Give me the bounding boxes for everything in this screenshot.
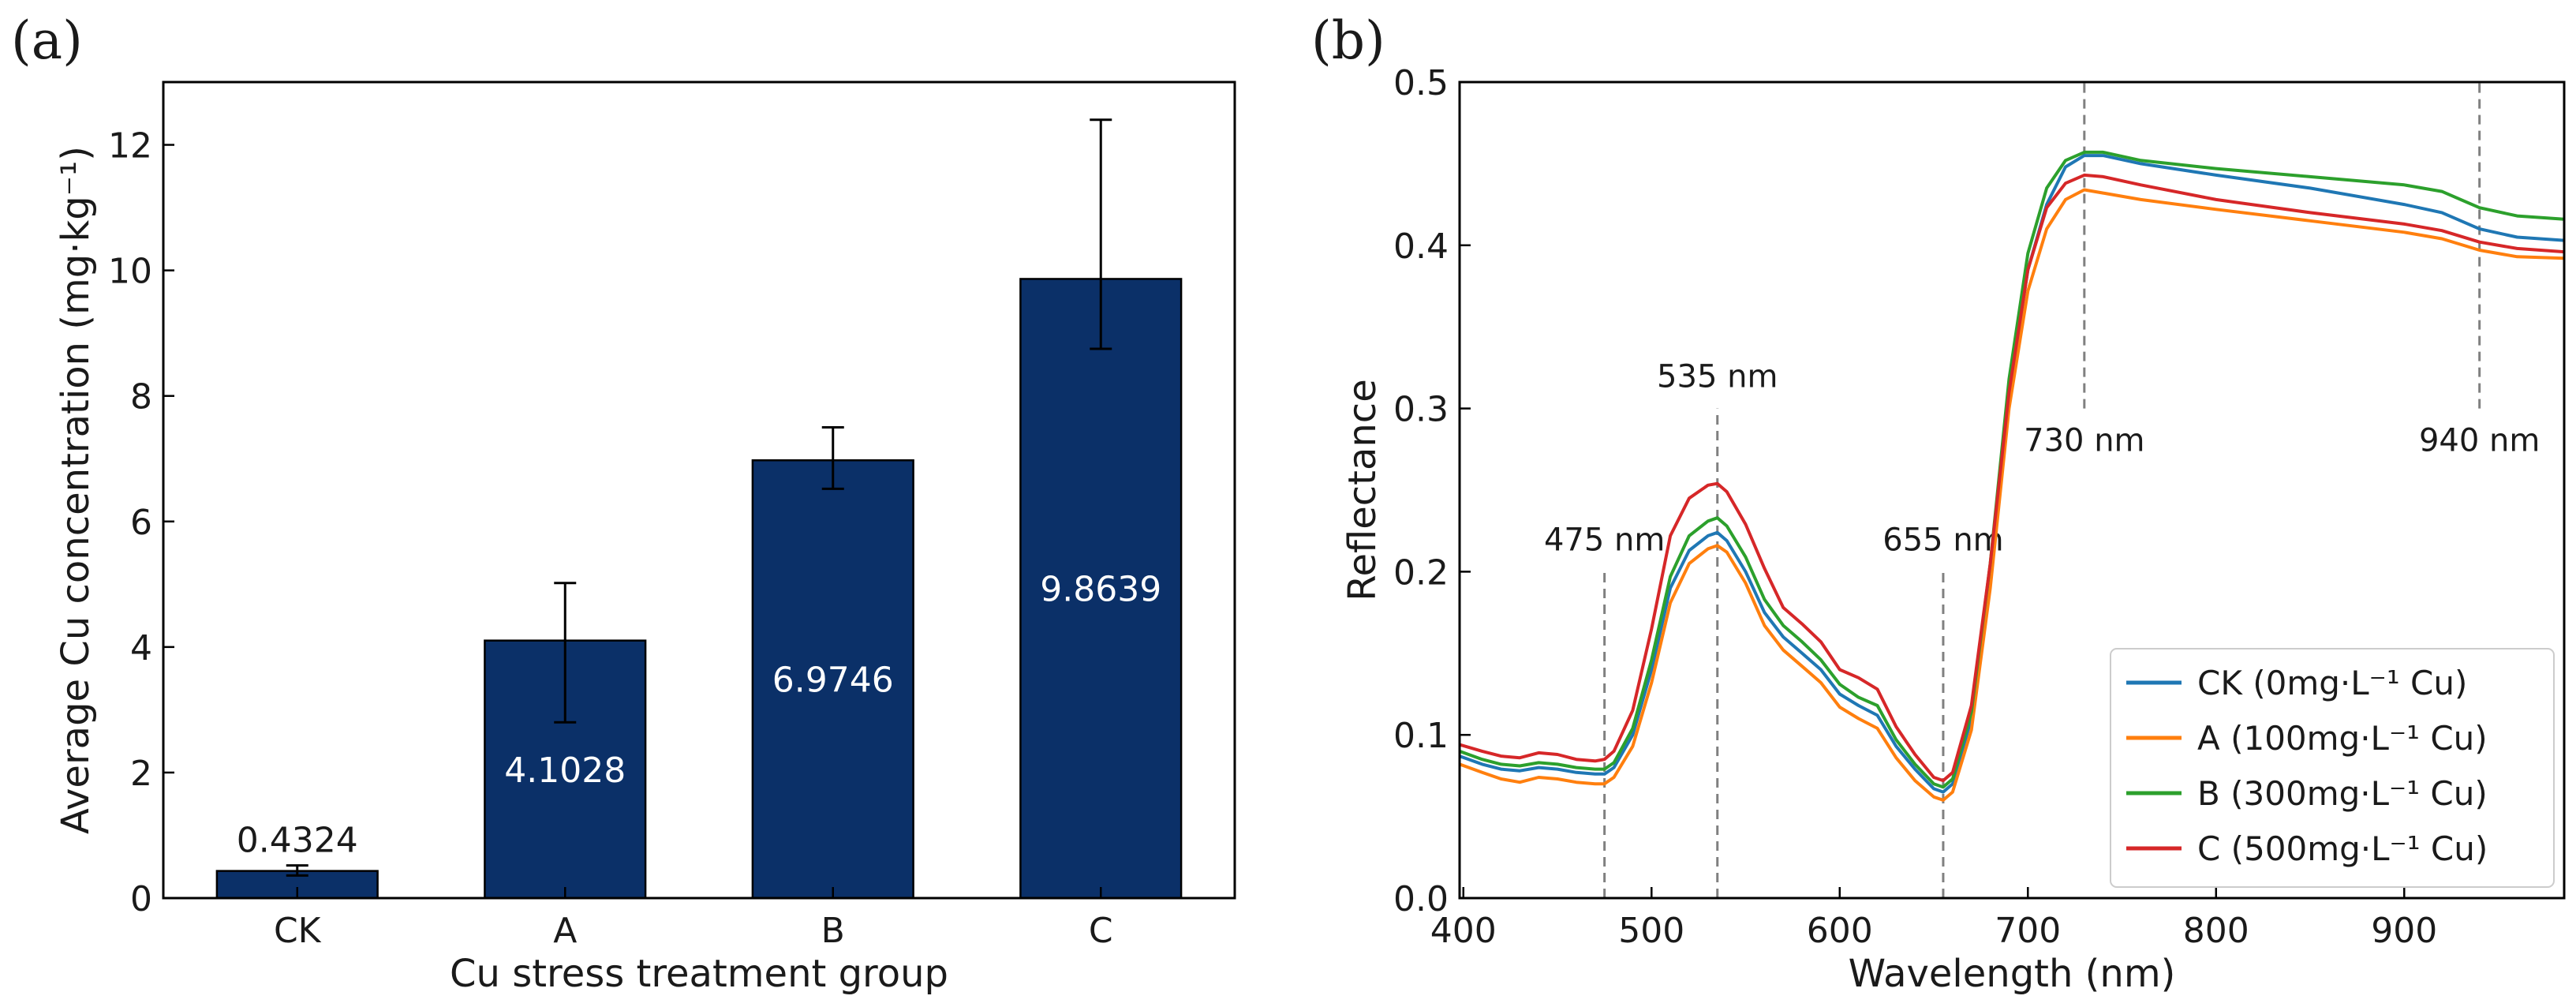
- reference-label-655: 655 nm: [1882, 522, 2003, 559]
- reference-label-730: 730 nm: [2024, 422, 2144, 459]
- panel-a-y-axis-label: Average Cu concentration (mg·kg⁻¹): [54, 146, 98, 834]
- y-tick-label: 4: [130, 628, 152, 668]
- panel-a-y-axis-ticks: 0 2 4 6 8 10 12: [108, 126, 174, 919]
- legend-label-3: C (500mg·L⁻¹ Cu): [2197, 829, 2488, 868]
- x-tick-label: 800: [2183, 911, 2249, 951]
- panel-a-label: (a): [11, 10, 83, 71]
- x-tick-label: 500: [1618, 911, 1684, 951]
- panel-b-x-axis-ticks: 400 500 600 700 800 900: [1430, 887, 2437, 951]
- panel-a-axes-frame: [162, 80, 1236, 900]
- panel-a-error-bars: [286, 118, 1112, 877]
- legend-label-1: A (100mg·L⁻¹ Cu): [2197, 719, 2488, 758]
- panel-a-bar-chart: (a) 0 2 4 6 8 10 12 CK A B C 0.4324 4.1028 6.9746 9.…: [11, 10, 1236, 996]
- panel-a-value-labels: 0.4324 4.1028 6.9746 9.8639: [237, 570, 1161, 861]
- reference-label-940: 940 nm: [2419, 422, 2540, 459]
- y-tick-label: 6: [130, 503, 152, 543]
- panel-b-y-axis-ticks: 0.0 0.1 0.2 0.3 0.4 0.5: [1393, 63, 1471, 919]
- y-tick-label: 0.1: [1393, 716, 1449, 756]
- value-label-CK: 0.4324: [237, 821, 358, 861]
- y-tick-label: 2: [130, 754, 152, 794]
- reference-label-535: 535 nm: [1657, 359, 1778, 395]
- reference-label-475: 475 nm: [1544, 522, 1665, 559]
- y-tick-label: 0: [130, 879, 152, 919]
- panel-b-label: (b): [1311, 10, 1385, 71]
- y-tick-label: 0.5: [1393, 63, 1449, 103]
- series-line-0: [1460, 154, 2564, 794]
- y-tick-label: 0.3: [1393, 390, 1449, 430]
- series-line-1: [1460, 188, 2564, 802]
- x-tick-label: C: [1089, 911, 1113, 951]
- x-tick-label: 400: [1430, 911, 1497, 951]
- y-tick-label: 0.0: [1393, 879, 1449, 919]
- y-tick-label: 0.2: [1393, 552, 1449, 593]
- x-tick-label: 600: [1807, 911, 1873, 951]
- x-tick-label: B: [821, 911, 845, 951]
- panel-b-axes-frame: [1458, 80, 2566, 900]
- bar-B: [751, 459, 914, 900]
- series-line-2: [1460, 150, 2564, 789]
- panel-b-legend: CK (0mg·L⁻¹ Cu) A (100mg·L⁻¹ Cu) B (300mg·…: [2110, 648, 2555, 888]
- value-label-A: 4.1028: [504, 751, 626, 791]
- panel-b-x-axis-label: Wavelength (nm): [1849, 952, 2176, 996]
- y-tick-label: 12: [108, 126, 152, 167]
- x-tick-label: 700: [1995, 911, 2061, 951]
- y-tick-label: 0.4: [1393, 226, 1449, 267]
- panel-a-x-axis-ticks: CK A B C: [274, 887, 1113, 951]
- series-line-3: [1460, 173, 2564, 783]
- panel-b-series-lines: [1460, 150, 2564, 802]
- x-tick-label: CK: [274, 911, 322, 951]
- value-label-C: 9.8639: [1040, 570, 1161, 610]
- panel-b-reference-lines: 475 nm 535 nm 655 nm 730 nm 940 nm: [1544, 82, 2540, 898]
- x-tick-label: 900: [2371, 911, 2437, 951]
- legend-box: [2110, 648, 2555, 888]
- y-tick-label: 10: [108, 252, 152, 292]
- y-tick-label: 8: [130, 377, 152, 417]
- legend-label-0: CK (0mg·L⁻¹ Cu): [2197, 664, 2467, 702]
- x-tick-label: A: [553, 911, 577, 951]
- legend-label-2: B (300mg·L⁻¹ Cu): [2197, 774, 2488, 813]
- panel-b-y-axis-label: Reflectance: [1340, 379, 1385, 601]
- panel-a-x-axis-label: Cu stress treatment group: [450, 952, 948, 996]
- value-label-B: 6.9746: [772, 661, 894, 701]
